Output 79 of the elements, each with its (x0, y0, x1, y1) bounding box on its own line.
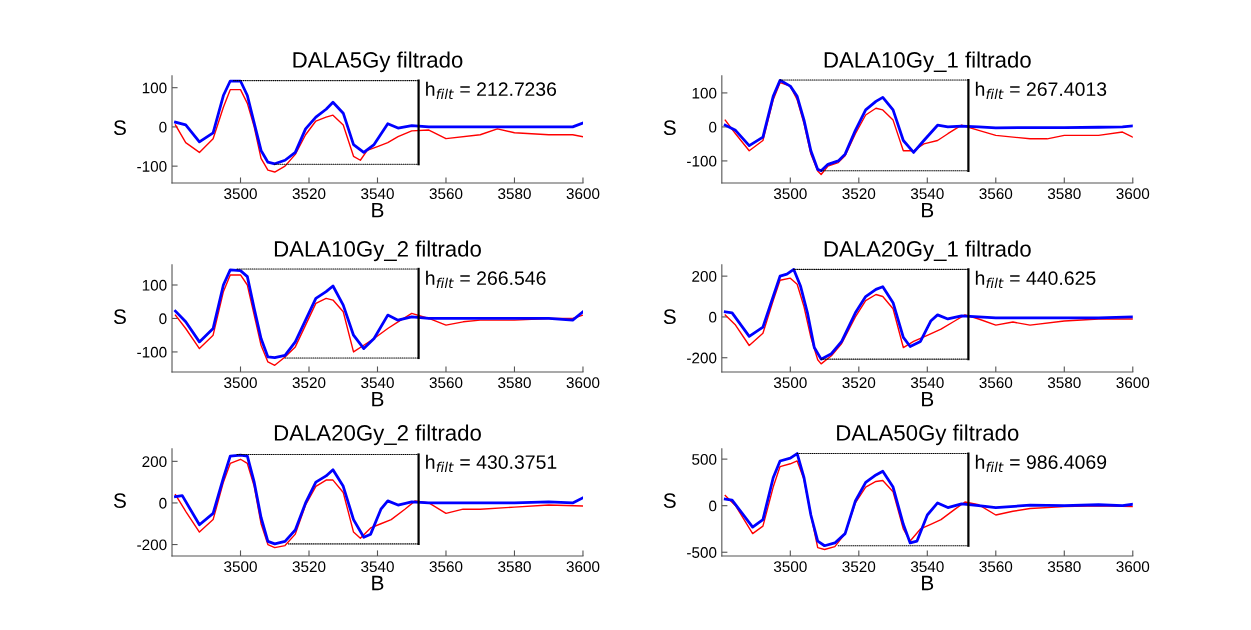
x-tick-label: 3540 (910, 188, 944, 200)
x-tick-label: 3580 (1047, 188, 1081, 200)
x-tick-label: 3500 (224, 188, 257, 200)
y-tick-label: -200 (687, 352, 717, 364)
chart-title: DALA10Gy_1 filtrado (824, 51, 1031, 73)
x-tick-label: 3520 (842, 188, 876, 200)
annotation: h$_{filt}$ = 430.3751 (426, 454, 557, 472)
x-tick-label: 3580 (1047, 377, 1081, 389)
chart-title: DALA5Gy filtrado (293, 51, 463, 73)
y-tick-label: 500 (692, 453, 717, 465)
x-tick-label: 3540 (361, 561, 394, 573)
x-tick-label: 3500 (224, 377, 257, 389)
x-axis-title: B (922, 575, 934, 591)
y-tick-label: 100 (142, 82, 167, 94)
x-axis-title: B (372, 391, 384, 407)
x-tick-label: 3560 (979, 377, 1013, 389)
x-axis-title: B (922, 202, 934, 218)
x-tick-label: 3580 (498, 188, 531, 200)
x-axis-title: B (372, 575, 384, 591)
y-tick-label: 0 (709, 311, 717, 323)
chart-title: DALA20Gy_2 filtrado (274, 424, 481, 446)
x-tick-label: 3600 (566, 377, 600, 389)
y-tick-label: 0 (709, 500, 717, 512)
x-tick-label: 3560 (979, 561, 1013, 573)
y-axis-title: S (113, 120, 126, 136)
x-tick-label: 3500 (224, 561, 257, 573)
x-axis-title: B (922, 391, 934, 407)
y-tick-label: 200 (692, 271, 717, 282)
x-tick-label: 3580 (498, 377, 531, 389)
x-tick-label: 3560 (429, 188, 463, 200)
x-tick-label: 3500 (773, 188, 807, 200)
y-tick-label: 200 (142, 456, 167, 468)
x-tick-label: 3540 (361, 188, 394, 200)
x-tick-label: 3520 (842, 561, 876, 573)
x-tick-label: 3600 (566, 188, 600, 200)
x-tick-label: 3540 (910, 377, 944, 389)
y-axis-title: S (113, 309, 126, 325)
y-tick-label: 0 (709, 121, 717, 133)
y-tick-label: -200 (137, 539, 167, 551)
y-tick-label: 100 (692, 87, 717, 99)
annotation: h$_{filt}$ = 212.7236 (426, 81, 557, 100)
x-tick-label: 3580 (1047, 561, 1081, 573)
y-tick-label: -100 (137, 346, 167, 358)
y-tick-label: 100 (142, 279, 167, 291)
chart-title: DALA10Gy_2 filtrado (274, 240, 481, 262)
x-tick-label: 3600 (1116, 561, 1150, 573)
x-axis-title: B (372, 202, 384, 218)
y-axis-title: S (663, 120, 676, 136)
x-tick-label: 3580 (498, 561, 531, 573)
y-tick-label: 0 (159, 121, 167, 133)
annotation: h$_{filt}$ = 986.4069 (975, 454, 1107, 472)
x-tick-label: 3540 (910, 561, 944, 573)
x-tick-label: 3600 (1116, 188, 1150, 200)
y-axis-title: S (663, 493, 676, 509)
y-axis-title: S (663, 309, 676, 325)
x-tick-label: 3500 (773, 377, 807, 389)
x-tick-label: 3560 (429, 561, 463, 573)
x-tick-label: 3600 (566, 561, 600, 573)
y-tick-label: -100 (687, 155, 717, 167)
y-tick-label: -100 (137, 161, 167, 172)
x-tick-label: 3520 (292, 377, 326, 389)
x-tick-label: 3560 (429, 377, 463, 389)
x-tick-label: 3520 (842, 377, 876, 389)
chart-title: DALA50Gy filtrado (837, 424, 1019, 446)
x-tick-label: 3540 (361, 377, 394, 389)
annotation: h$_{filt}$ = 267.4013 (975, 81, 1107, 100)
chart-title: DALA20Gy_1 filtrado (824, 240, 1031, 262)
annotation: h$_{filt}$ = 440.625 (975, 270, 1096, 289)
y-axis-title: S (113, 493, 126, 509)
x-tick-label: 3600 (1116, 377, 1150, 389)
y-tick-label: 0 (159, 497, 167, 509)
x-tick-label: 3520 (292, 188, 326, 200)
line-series (174, 79, 583, 166)
x-tick-label: 3560 (979, 188, 1013, 200)
y-tick-label: -500 (687, 547, 717, 558)
x-tick-label: 3520 (292, 561, 326, 573)
x-tick-label: 3500 (773, 561, 807, 573)
y-tick-label: 0 (159, 313, 167, 325)
annotation: h$_{filt}$ = 266.546 (426, 270, 546, 289)
